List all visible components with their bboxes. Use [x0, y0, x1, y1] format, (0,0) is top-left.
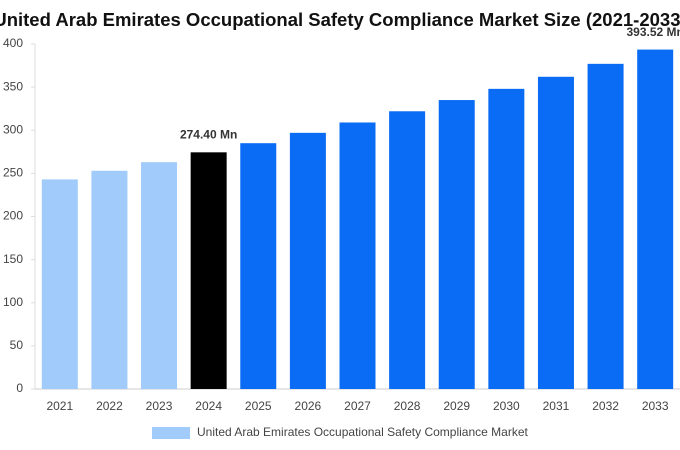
bar [190, 152, 227, 389]
y-tick-label: 300 [3, 122, 23, 136]
y-tick-label: 100 [3, 295, 23, 309]
bar [339, 122, 376, 390]
x-tick-label: 2032 [592, 399, 619, 413]
y-tick-label: 150 [3, 252, 23, 266]
y-tick-label: 400 [3, 36, 23, 50]
bar [141, 162, 178, 389]
x-tick-label: 2025 [245, 399, 272, 413]
bar [91, 170, 128, 389]
x-tick-label: 2028 [394, 399, 421, 413]
bar [389, 111, 426, 390]
y-tick-label: 350 [3, 79, 23, 93]
y-tick-label: 250 [3, 166, 23, 180]
x-tick-label: 2027 [344, 399, 371, 413]
value-label: 393.52 Mn [627, 25, 680, 39]
bar [240, 143, 277, 389]
chart-title: United Arab Emirates Occupational Safety… [0, 9, 680, 30]
bar [637, 49, 674, 390]
bar [289, 132, 326, 389]
x-tick-label: 2033 [642, 399, 669, 413]
x-tick-label: 2031 [543, 399, 570, 413]
y-tick-label: 50 [10, 338, 24, 352]
x-tick-label: 2023 [146, 399, 173, 413]
legend-label: United Arab Emirates Occupational Safety… [197, 425, 528, 439]
bar [438, 100, 475, 389]
bar [488, 88, 525, 389]
y-tick-label: 200 [3, 209, 23, 223]
bar [587, 63, 624, 390]
x-tick-label: 2030 [493, 399, 520, 413]
value-label: 274.40 Mn [180, 128, 237, 142]
bar [41, 179, 78, 389]
bar [537, 76, 574, 390]
x-tick-label: 2021 [46, 399, 73, 413]
x-tick-label: 2022 [96, 399, 123, 413]
y-tick-label: 0 [16, 381, 23, 395]
x-tick-label: 2029 [443, 399, 470, 413]
x-tick-label: 2024 [195, 399, 222, 413]
x-tick-label: 2026 [295, 399, 322, 413]
legend-swatch [152, 427, 190, 439]
